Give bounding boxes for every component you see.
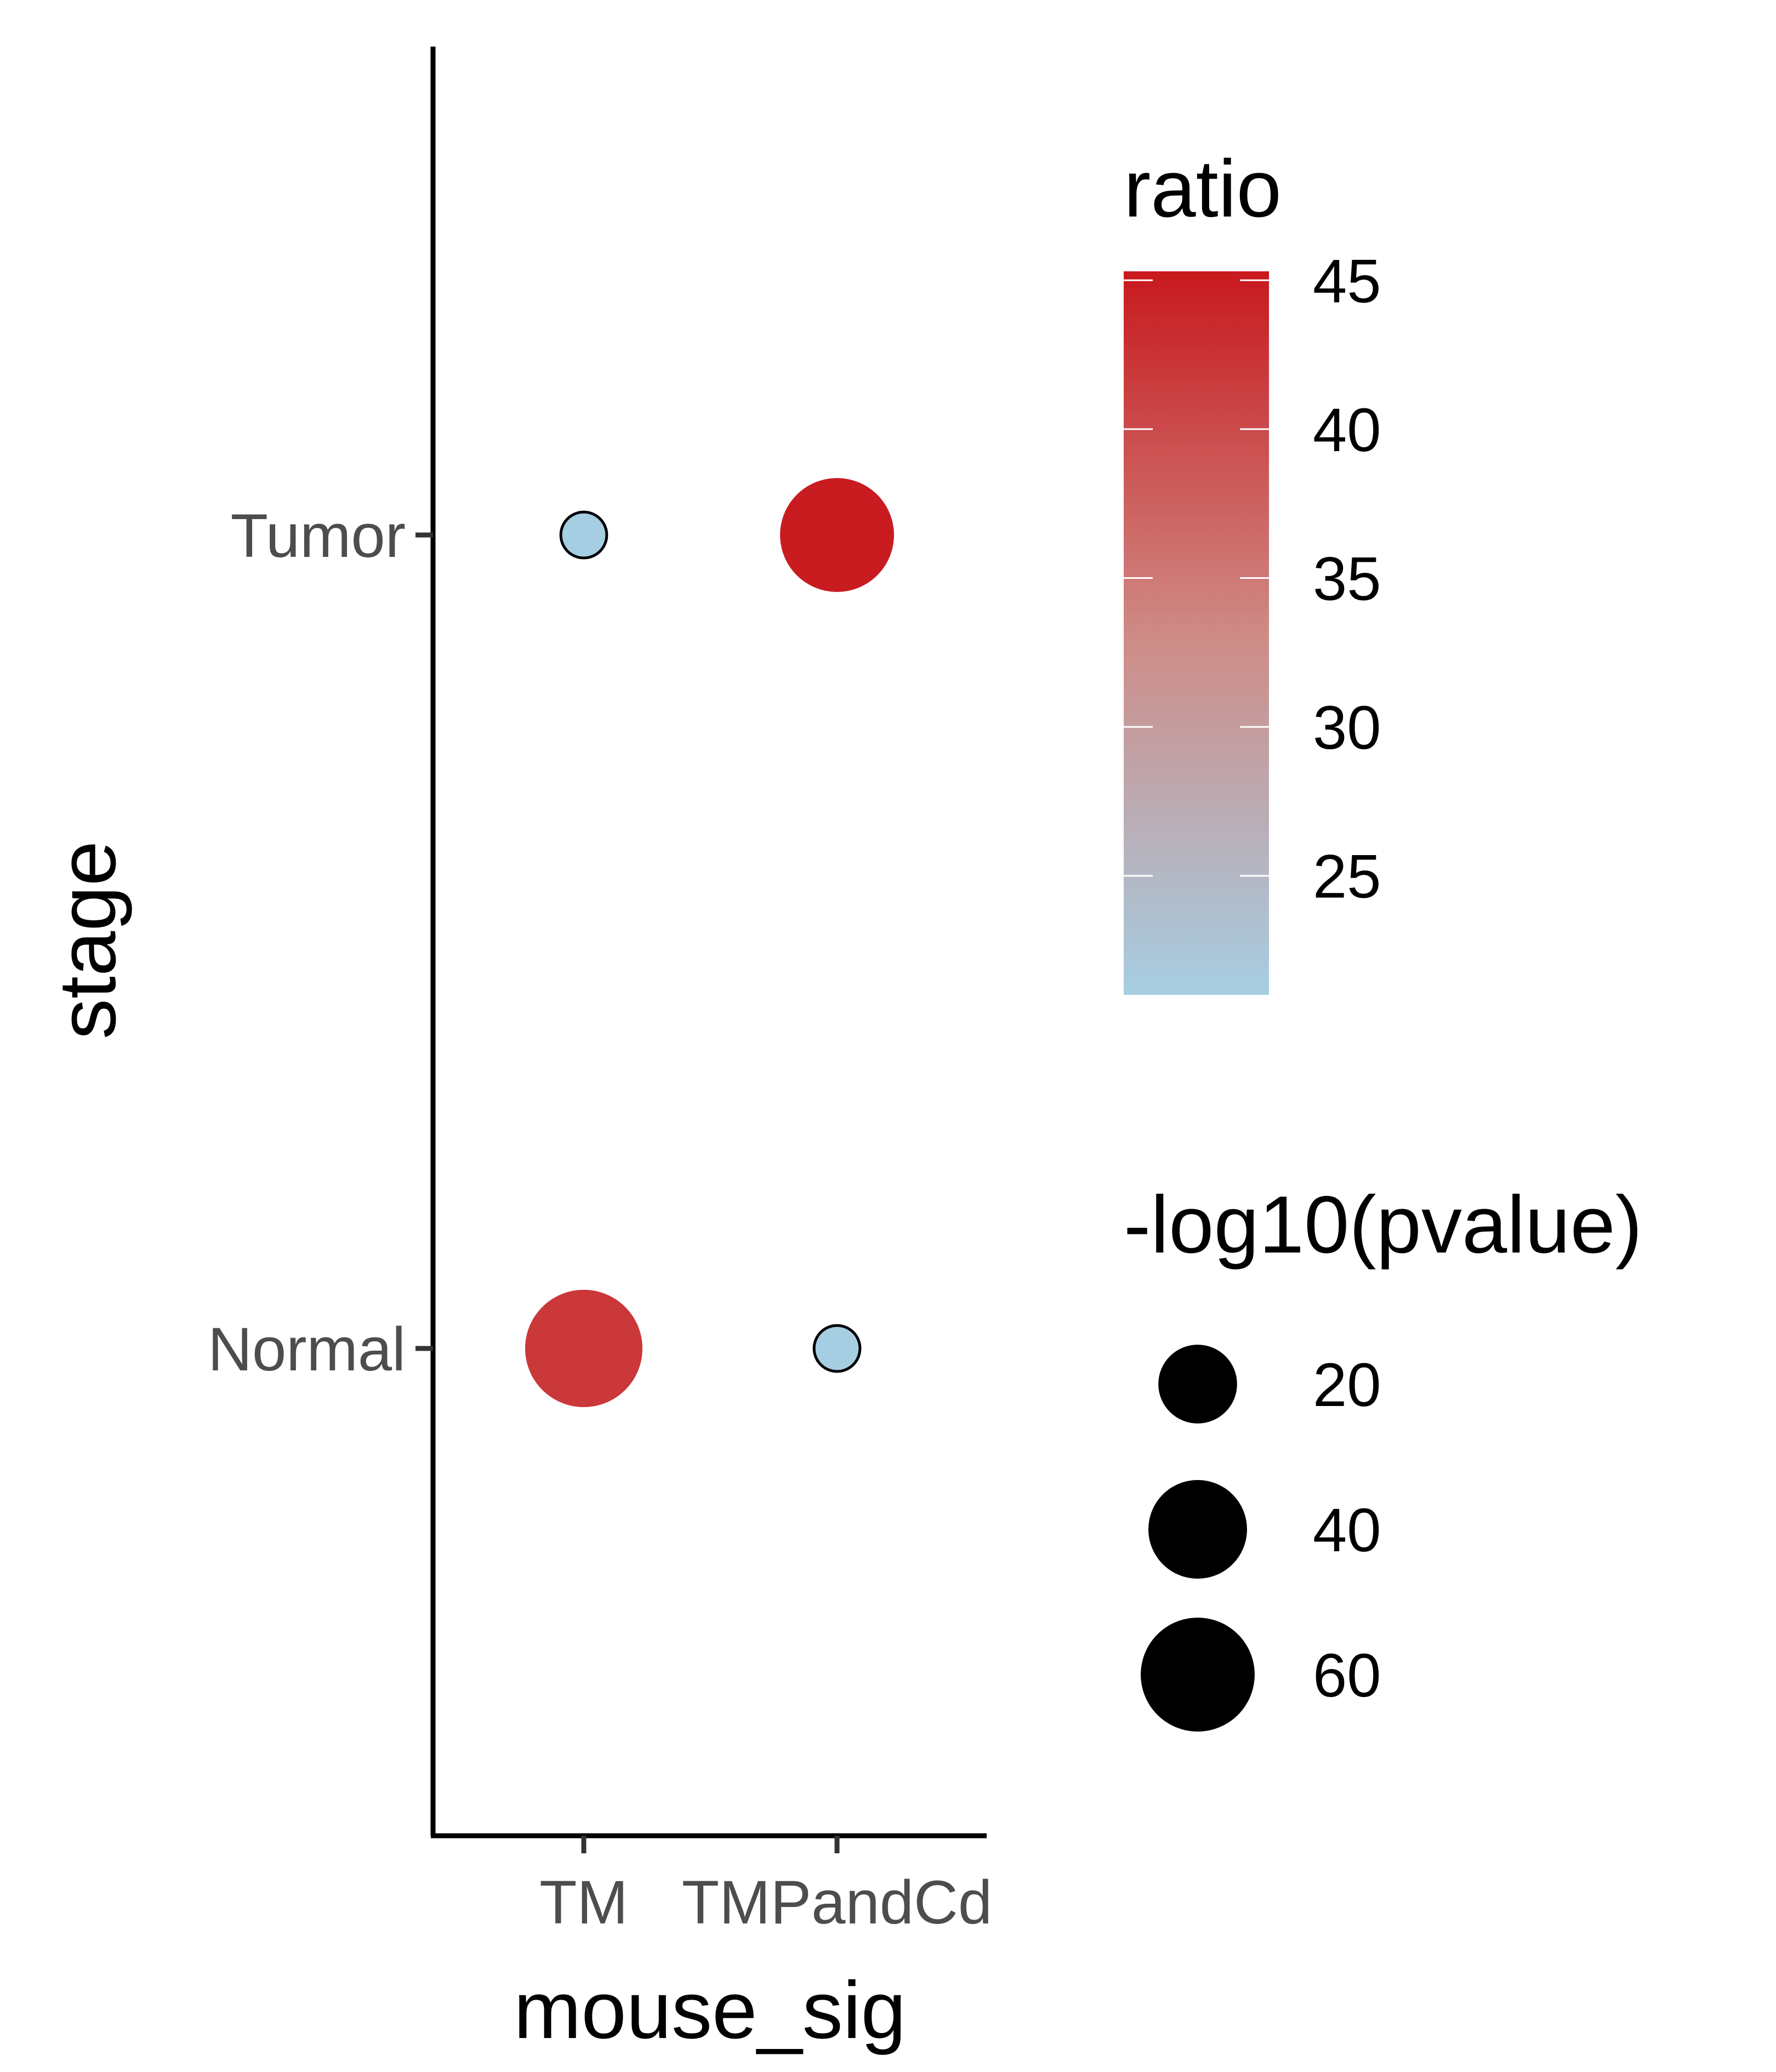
colorbar-label-45: 45 bbox=[1313, 247, 1381, 315]
data-point-tm-normal bbox=[525, 1289, 643, 1408]
size-key-label-40: 40 bbox=[1313, 1496, 1381, 1564]
color-legend: ratio 25 30 35 40 45 bbox=[1124, 144, 1381, 995]
x-tick-label-tmpandcd: TMPandCd bbox=[682, 1868, 992, 1937]
colorbar-label-40: 40 bbox=[1313, 396, 1381, 464]
size-key-60 bbox=[1141, 1618, 1255, 1732]
x-axis-ticks: TM TMPandCd bbox=[539, 1836, 992, 1937]
x-tick-label-tm: TM bbox=[539, 1868, 628, 1937]
y-axis-ticks: Normal Tumor bbox=[208, 502, 433, 1384]
data-point-tmpandcd-tumor bbox=[780, 478, 894, 592]
colorbar-label-30: 30 bbox=[1313, 693, 1381, 762]
size-key-20 bbox=[1158, 1345, 1237, 1424]
colorbar-label-35: 35 bbox=[1313, 545, 1381, 613]
color-legend-title: ratio bbox=[1124, 144, 1282, 234]
colorbar-label-25: 25 bbox=[1313, 843, 1381, 911]
size-legend: -log10(pvalue) 20 40 60 bbox=[1124, 1180, 1642, 1732]
x-axis-title: mouse_sig bbox=[514, 1965, 906, 2056]
size-key-40 bbox=[1148, 1480, 1247, 1579]
colorbar bbox=[1124, 271, 1269, 995]
data-points bbox=[525, 478, 894, 1408]
colorbar-ticks: 25 30 35 40 45 bbox=[1124, 247, 1381, 911]
size-legend-title: -log10(pvalue) bbox=[1124, 1180, 1642, 1270]
size-key-label-20: 20 bbox=[1313, 1351, 1381, 1419]
y-axis-title: stage bbox=[42, 841, 133, 1039]
y-tick-label-normal: Normal bbox=[208, 1315, 406, 1384]
data-point-tm-tumor bbox=[559, 510, 608, 560]
y-tick-label-tumor: Tumor bbox=[231, 502, 406, 570]
size-legend-keys: 20 40 60 bbox=[1141, 1345, 1381, 1732]
data-point-tmpandcd-normal bbox=[812, 1324, 862, 1373]
size-key-label-60: 60 bbox=[1313, 1641, 1381, 1710]
